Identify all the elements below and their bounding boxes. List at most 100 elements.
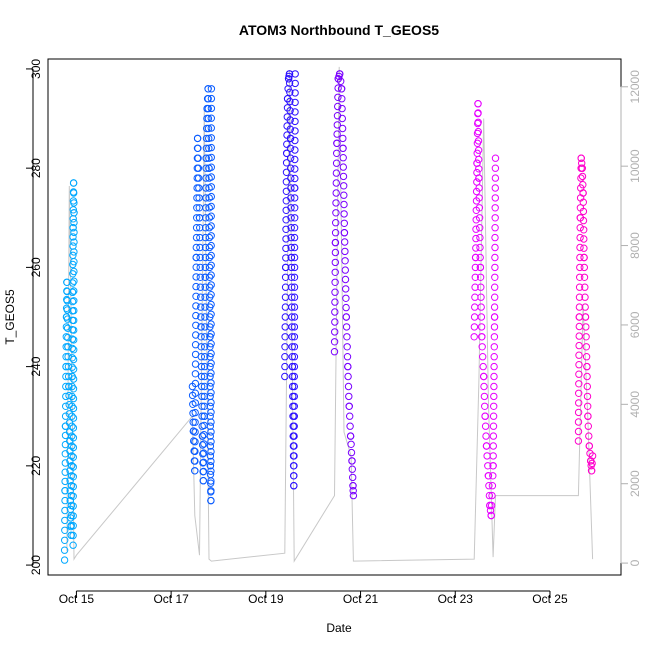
data-point bbox=[471, 283, 479, 291]
data-point bbox=[69, 512, 77, 520]
data-point bbox=[290, 402, 298, 410]
data-point bbox=[207, 428, 215, 436]
data-point bbox=[341, 238, 349, 246]
data-point bbox=[205, 224, 214, 232]
data-point bbox=[480, 382, 488, 391]
data-point bbox=[580, 253, 588, 262]
data-point bbox=[346, 412, 354, 420]
data-point bbox=[580, 244, 588, 252]
data-point bbox=[291, 165, 299, 173]
data-point bbox=[491, 194, 499, 202]
y-tick-label: 200 bbox=[29, 555, 43, 575]
data-point bbox=[574, 408, 583, 417]
data-point bbox=[339, 154, 347, 162]
data-point bbox=[204, 85, 212, 93]
data-point bbox=[576, 253, 584, 262]
data-point bbox=[196, 293, 205, 301]
data-point bbox=[291, 70, 299, 78]
data-point bbox=[585, 442, 593, 450]
data-point bbox=[491, 233, 499, 242]
data-point bbox=[482, 432, 490, 440]
data-point bbox=[62, 323, 71, 331]
data-point bbox=[194, 164, 203, 172]
data-point bbox=[474, 127, 482, 136]
data-point bbox=[207, 281, 215, 289]
data-point bbox=[196, 273, 205, 281]
data-point bbox=[581, 313, 590, 321]
data-point bbox=[477, 323, 486, 331]
data-point bbox=[348, 465, 356, 473]
data-point bbox=[485, 482, 493, 490]
data-point bbox=[191, 379, 200, 388]
data-point bbox=[343, 353, 352, 361]
data-point bbox=[205, 214, 214, 222]
data-point bbox=[69, 206, 78, 214]
y-tick-label: 240 bbox=[29, 356, 43, 376]
data-point bbox=[205, 263, 214, 272]
data-point bbox=[474, 118, 482, 127]
data-point bbox=[68, 442, 76, 450]
data-point bbox=[199, 450, 207, 458]
data-point bbox=[290, 293, 299, 301]
data-point bbox=[207, 261, 215, 269]
data-point bbox=[70, 267, 78, 276]
data-point bbox=[346, 432, 355, 440]
data-point bbox=[349, 482, 357, 490]
data-point bbox=[580, 235, 588, 243]
data-point bbox=[348, 457, 356, 465]
data-point bbox=[207, 163, 216, 171]
data-point bbox=[63, 278, 71, 286]
data-point bbox=[200, 382, 209, 391]
data-point bbox=[291, 214, 299, 222]
data-point bbox=[474, 146, 483, 154]
data-point bbox=[477, 283, 485, 291]
data-point bbox=[471, 293, 479, 301]
data-point bbox=[472, 225, 480, 233]
data-point bbox=[334, 84, 342, 92]
data-point bbox=[68, 354, 77, 362]
data-point bbox=[70, 199, 78, 207]
data-point bbox=[489, 472, 497, 480]
data-point bbox=[69, 375, 78, 383]
data-point bbox=[193, 204, 201, 212]
data-point bbox=[290, 482, 298, 490]
data-point bbox=[288, 343, 296, 351]
data-point bbox=[475, 194, 483, 202]
y-tick-label: 220 bbox=[29, 456, 43, 476]
data-point bbox=[191, 457, 199, 465]
data-point bbox=[69, 394, 78, 403]
data-point bbox=[290, 263, 299, 272]
data-point bbox=[332, 159, 341, 167]
data-point bbox=[575, 341, 583, 350]
right-tick-label: 2000 bbox=[628, 470, 642, 497]
data-point bbox=[470, 333, 478, 341]
data-point bbox=[69, 502, 77, 510]
data-point bbox=[192, 263, 200, 271]
data-point bbox=[290, 462, 298, 470]
right-tick-label: 8000 bbox=[628, 232, 642, 259]
data-point bbox=[207, 271, 215, 279]
data-point bbox=[205, 194, 213, 202]
data-point bbox=[337, 85, 346, 93]
data-point bbox=[578, 159, 586, 167]
data-point bbox=[488, 482, 497, 490]
right-tick-label: 0 bbox=[628, 559, 642, 566]
data-point bbox=[207, 330, 215, 338]
data-point bbox=[474, 109, 482, 117]
data-point bbox=[342, 303, 350, 312]
data-point bbox=[584, 402, 592, 410]
data-point bbox=[282, 168, 291, 177]
data-point bbox=[332, 189, 340, 197]
data-point bbox=[197, 323, 205, 331]
data-point bbox=[581, 303, 589, 311]
data-point bbox=[69, 355, 78, 364]
axes-layer: Oct 15 Oct 17 Oct 19 Oct 21 Oct 23 Oct 25 200 2… bbox=[26, 59, 642, 606]
data-point bbox=[192, 292, 200, 300]
data-point bbox=[576, 273, 584, 281]
x-tick-label: Oct 21 bbox=[343, 592, 379, 606]
data-point bbox=[479, 362, 487, 371]
series-1 bbox=[60, 179, 78, 564]
data-point bbox=[338, 114, 346, 123]
data-point bbox=[490, 353, 498, 361]
data-point bbox=[290, 273, 299, 281]
